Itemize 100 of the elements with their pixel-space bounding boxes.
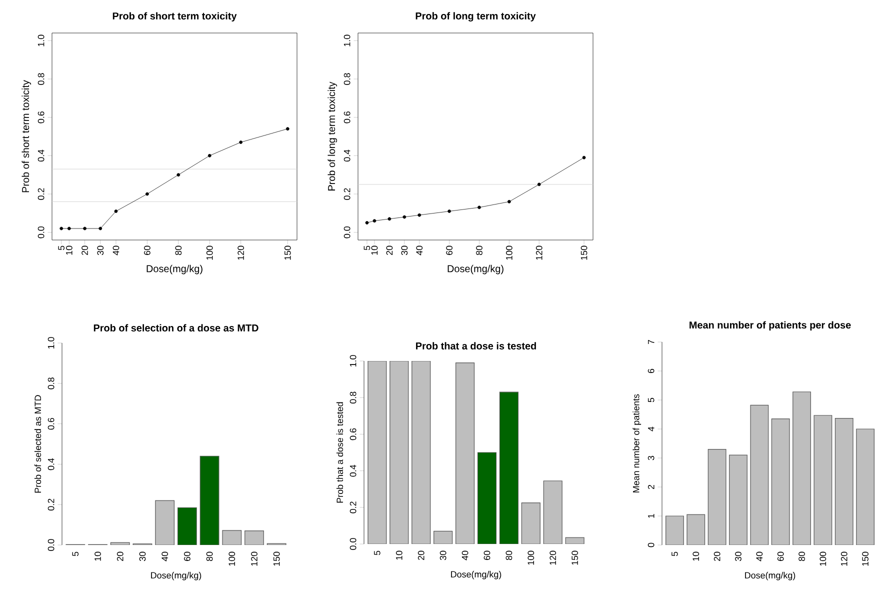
x-axis-title: Dose(mg/kg) <box>745 572 796 580</box>
x-tick-label: 30 <box>139 552 146 562</box>
x-tick-label: 80 <box>506 550 512 560</box>
y-tick-label: 0.8 <box>48 378 54 390</box>
x-tick-label: 30 <box>401 246 408 256</box>
x-tick-label: 120 <box>536 246 542 260</box>
point <box>478 206 481 210</box>
x-tick-label: 150 <box>284 246 291 260</box>
x-tick-label: 20 <box>386 246 393 255</box>
x-tick-label: 80 <box>476 246 482 256</box>
x-tick-label: 40 <box>462 550 468 560</box>
x-tick-label: 60 <box>144 246 150 255</box>
x-tick-label: 120 <box>550 550 556 565</box>
y-axis-title: Prob of selected as MTD <box>34 395 42 493</box>
x-tick-label: 150 <box>273 552 280 566</box>
x-tick-label: 40 <box>756 552 763 562</box>
point <box>365 221 369 224</box>
y-tick-label: 1.0 <box>48 337 54 349</box>
point <box>176 173 180 177</box>
x-tick-label: 120 <box>238 246 244 260</box>
y-tick-label: 0.6 <box>48 418 54 430</box>
point <box>60 226 64 230</box>
x-tick-label: 5 <box>364 246 370 250</box>
x-tick-label: 100 <box>228 552 236 566</box>
point <box>418 213 422 217</box>
x-axis-title: Dose(mg/kg) <box>451 570 502 580</box>
x-tick-label: 40 <box>162 552 168 562</box>
point <box>402 215 406 219</box>
x-axis-title: Dose(mg/kg) <box>151 572 202 580</box>
point <box>448 210 452 213</box>
point <box>146 192 149 196</box>
chart-title: Prob of short term toxicity <box>112 12 237 22</box>
y-tick-label: 1.0 <box>350 355 356 367</box>
point <box>388 217 392 221</box>
x-tick-label: 10 <box>94 552 101 561</box>
y-tick-label: 0.8 <box>38 73 44 85</box>
y-tick-label: 0.6 <box>350 428 356 440</box>
x-tick-label: 120 <box>840 552 848 566</box>
y-tick-label: 1.0 <box>344 34 350 46</box>
x-tick-label: 40 <box>416 246 423 256</box>
y-tick-label: 0.6 <box>38 111 44 124</box>
point <box>582 156 586 160</box>
x-tick-label: 10 <box>396 550 402 560</box>
y-axis-title: Mean number of patients <box>632 394 642 492</box>
x-tick-label: 100 <box>506 246 512 260</box>
y-tick-label: 0.0 <box>344 226 350 238</box>
x-tick-label: 5 <box>72 552 79 556</box>
x-tick-label: 80 <box>798 552 805 562</box>
x-tick-label: 10 <box>66 246 72 255</box>
y-tick-label: 7 <box>648 340 654 344</box>
x-tick-label: 5 <box>672 552 678 556</box>
point <box>372 219 376 223</box>
x-tick-label: 10 <box>371 246 378 255</box>
y-tick-label: 0.2 <box>38 188 44 200</box>
point <box>507 200 511 204</box>
y-tick-label: 0.0 <box>48 539 54 551</box>
point <box>98 226 102 230</box>
x-tick-label: 150 <box>580 246 588 260</box>
x-tick-label: 150 <box>862 552 868 566</box>
y-tick-label: 3 <box>648 456 654 460</box>
x-tick-label: 40 <box>112 246 120 256</box>
y-tick-label: 0 <box>648 542 654 548</box>
x-tick-label: 20 <box>714 552 720 561</box>
chart-title: Prob of long term toxicity <box>416 12 536 22</box>
y-tick-label: 0.0 <box>38 226 44 238</box>
x-tick-label: 20 <box>82 246 88 255</box>
x-tick-label: 10 <box>692 552 700 561</box>
y-tick-label: 1.0 <box>38 34 44 46</box>
point <box>83 226 86 230</box>
x-tick-label: 20 <box>116 552 124 561</box>
y-tick-label: 0.4 <box>38 150 44 162</box>
x-tick-label: 120 <box>251 552 258 566</box>
x-tick-label: 80 <box>206 552 213 562</box>
x-tick-label: 60 <box>446 246 452 255</box>
x-tick-label: 100 <box>820 552 826 566</box>
y-tick-label: 0.4 <box>344 150 350 162</box>
y-tick-label: 4 <box>648 426 654 432</box>
x-tick-label: 30 <box>735 552 742 562</box>
point <box>286 127 290 131</box>
point <box>537 182 541 186</box>
x-tick-label: 60 <box>484 550 490 560</box>
x-tick-label: 80 <box>175 246 182 256</box>
y-tick-label: 0.2 <box>48 498 54 510</box>
x-axis-title: Dose(mg/kg) <box>146 264 202 274</box>
y-axis-title: Prob that a dose is tested <box>336 402 344 503</box>
y-tick-label: 2 <box>648 484 654 490</box>
chart-title: Prob that a dose is tested <box>416 342 536 350</box>
point <box>114 210 118 213</box>
x-tick-label: 150 <box>572 550 578 565</box>
x-tick-label: 60 <box>184 552 190 561</box>
point <box>208 154 212 158</box>
y-tick-label: 0.2 <box>350 502 356 514</box>
y-axis-title: Prob of short term toxicity <box>22 80 32 192</box>
y-tick-label: 0.0 <box>350 538 356 550</box>
chart-title: Prob of selection of a dose as MTD <box>94 324 258 332</box>
point <box>67 226 71 230</box>
x-tick-label: 30 <box>440 550 446 560</box>
x-axis-title: Dose(mg/kg) <box>448 264 504 274</box>
chart-title: Mean number of patients per dose <box>690 321 851 331</box>
y-tick-label: 0.8 <box>344 73 350 85</box>
